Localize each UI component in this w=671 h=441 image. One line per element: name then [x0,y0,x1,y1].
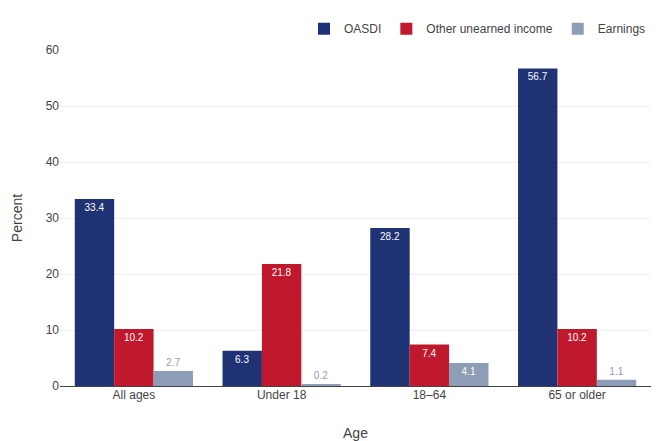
svg-text:21.8: 21.8 [272,267,292,278]
svg-text:0.2: 0.2 [314,370,328,381]
svg-text:Under 18: Under 18 [257,388,307,402]
svg-text:4.1: 4.1 [462,366,476,377]
svg-text:0: 0 [52,379,59,393]
svg-text:Other unearned income: Other unearned income [426,22,552,36]
svg-text:Percent: Percent [9,194,25,242]
svg-text:60: 60 [46,43,60,57]
svg-text:7.4: 7.4 [422,348,436,359]
svg-text:All ages: All ages [113,388,156,402]
svg-text:33.4: 33.4 [85,202,105,213]
svg-text:40: 40 [46,155,60,169]
svg-text:10.2: 10.2 [567,332,587,343]
svg-text:30: 30 [46,211,60,225]
svg-text:2.7: 2.7 [166,357,180,368]
svg-text:18–64: 18–64 [413,388,447,402]
svg-text:OASDI: OASDI [344,22,381,36]
svg-text:10.2: 10.2 [124,332,144,343]
svg-text:65 or older: 65 or older [548,388,605,402]
svg-text:56.7: 56.7 [528,71,548,82]
svg-text:1.1: 1.1 [609,366,623,377]
svg-text:Age: Age [343,425,368,441]
svg-text:50: 50 [46,99,60,113]
svg-text:20: 20 [46,267,60,281]
svg-text:6.3: 6.3 [235,354,249,365]
svg-text:10: 10 [46,323,60,337]
svg-text:Earnings: Earnings [598,22,645,36]
svg-text:28.2: 28.2 [380,231,400,242]
